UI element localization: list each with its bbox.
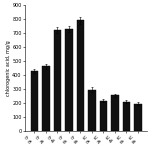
Bar xyxy=(100,101,107,131)
Bar xyxy=(65,29,73,131)
Bar xyxy=(42,66,50,131)
Bar xyxy=(77,20,84,131)
Bar xyxy=(111,95,119,131)
Bar xyxy=(123,102,130,131)
Y-axis label: chlorogenic acid, mg/g: chlorogenic acid, mg/g xyxy=(6,40,11,96)
Bar xyxy=(54,30,61,131)
Bar xyxy=(88,90,96,131)
Bar xyxy=(31,71,38,131)
Bar xyxy=(134,104,142,131)
